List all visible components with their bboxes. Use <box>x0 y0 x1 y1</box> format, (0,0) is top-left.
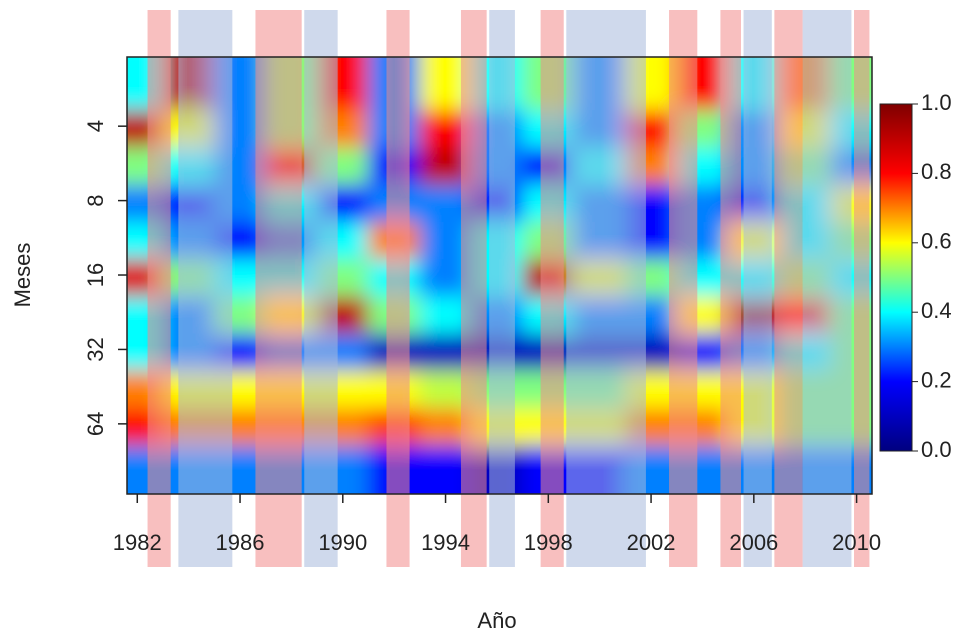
y-axis-label: Meses <box>10 243 35 308</box>
period-band <box>460 10 487 567</box>
y-tick-label: 8 <box>83 194 108 206</box>
y-tick-label: 32 <box>83 337 108 361</box>
period-band <box>540 10 564 567</box>
x-tick-label: 1994 <box>421 530 470 555</box>
period-band <box>669 10 698 567</box>
period-band <box>255 10 302 567</box>
x-tick-label: 1998 <box>524 530 573 555</box>
y-tick-label: 16 <box>83 263 108 287</box>
period-band <box>720 10 741 567</box>
x-tick-label: 1990 <box>318 530 367 555</box>
x-tick-label: 1986 <box>216 530 265 555</box>
period-band <box>386 10 410 567</box>
period-band <box>854 10 870 567</box>
period-band <box>774 10 803 567</box>
period-band <box>743 10 772 567</box>
colorbar-tick-label: 0.2 <box>921 367 952 392</box>
period-band <box>566 10 646 567</box>
colorbar <box>879 103 913 452</box>
period-band <box>489 10 515 567</box>
colorbar-tick-label: 1.0 <box>921 90 952 115</box>
period-band <box>147 10 171 567</box>
y-tick-label: 4 <box>83 120 108 132</box>
period-band <box>304 10 338 567</box>
x-axis-label: Año <box>477 608 516 633</box>
colorbar-tick-label: 0.4 <box>921 298 952 323</box>
colorbar-tick-label: 0.6 <box>921 229 952 254</box>
x-tick-label: 2006 <box>729 530 778 555</box>
x-tick-label: 2002 <box>627 530 676 555</box>
period-band <box>802 10 852 567</box>
period-band <box>178 10 233 567</box>
colorbar-tick-label: 0.8 <box>921 159 952 184</box>
bands <box>147 10 870 567</box>
colorbar-tick-label: 0.0 <box>921 437 952 462</box>
y-tick-label: 64 <box>83 412 108 436</box>
x-tick-label: 2010 <box>832 530 881 555</box>
x-tick-label: 1982 <box>113 530 162 555</box>
